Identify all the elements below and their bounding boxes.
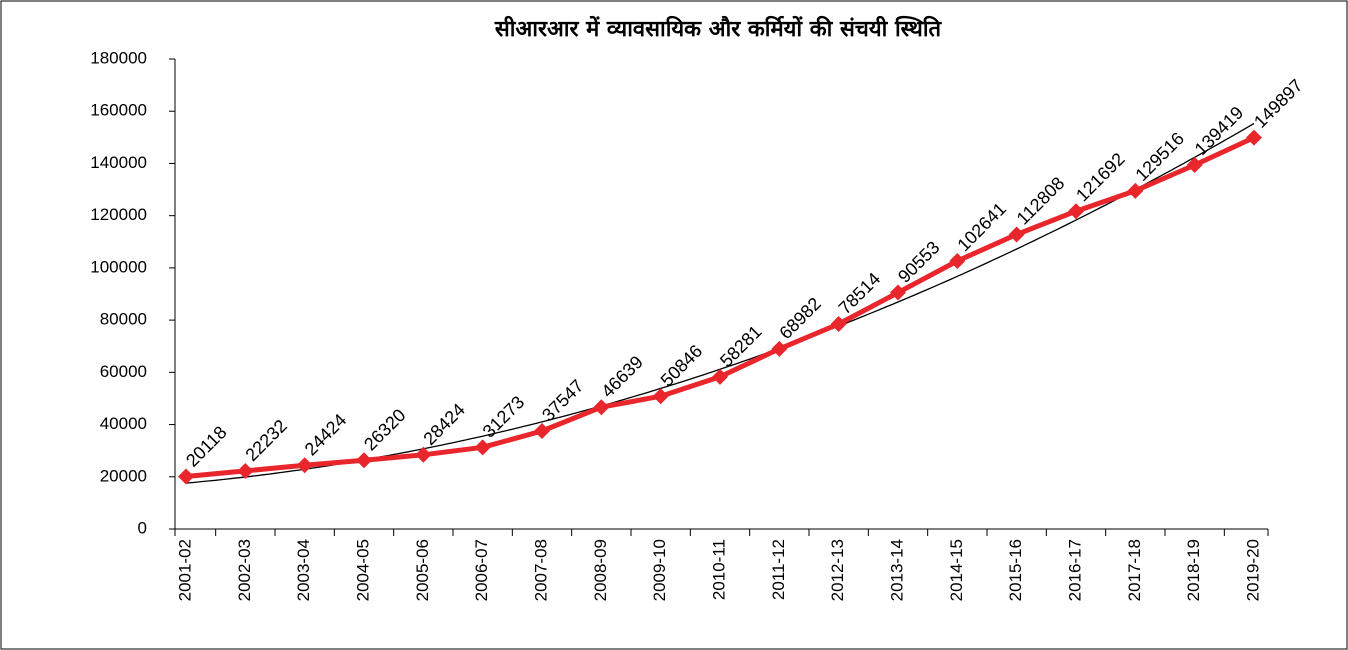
data-point [1008,226,1025,243]
data-point [178,468,194,485]
x-tick-label: 2012-13 [828,539,847,601]
data-point [474,439,491,456]
y-tick-label: 20000 [100,466,147,485]
x-tick-label: 2013-14 [887,539,906,601]
data-point [830,315,847,332]
y-tick-label: 100000 [90,257,147,276]
data-point [652,388,669,405]
data-point [237,462,254,479]
y-tick-label: 80000 [100,310,147,329]
y-tick-label: 60000 [100,362,147,381]
chart-title: सीआरआर में व्यावसायिक और कर्मियों की संच… [494,15,943,42]
y-tick-label: 40000 [100,414,147,433]
x-tick-label: 2006-07 [472,539,491,601]
data-point [1246,129,1262,146]
x-tick-label: 2008-09 [591,539,610,601]
data-point [771,340,788,357]
x-tick-label: 2009-10 [650,539,669,601]
data-point [296,457,313,474]
x-tick-label: 2001-02 [175,539,194,601]
x-tick-label: 2005-06 [413,539,432,601]
data-point [534,422,550,439]
x-tick-label: 2014-15 [947,539,966,601]
data-point [356,452,372,469]
y-tick-label: 0 [138,518,147,537]
y-tick-label: 120000 [90,205,147,224]
x-tick-label: 2019-20 [1243,539,1262,601]
data-point [593,399,610,416]
data-point [415,446,432,463]
x-tick-label: 2007-08 [531,539,550,601]
y-tick-label: 180000 [90,48,147,67]
data-point [1068,203,1084,220]
data-point [1127,182,1144,199]
y-tick-label: 140000 [90,153,147,172]
data-point [890,284,906,301]
x-tick-label: 2004-05 [353,539,372,601]
x-tick-label: 2016-17 [1065,539,1084,601]
x-tick-label: 2017-18 [1125,539,1144,601]
x-tick-label: 2018-19 [1184,539,1203,601]
x-tick-label: 2015-16 [1006,539,1025,601]
x-tick-label: 2003-04 [294,539,313,601]
data-point [949,252,966,269]
data-point [1186,156,1203,173]
x-tick-label: 2002-03 [235,539,254,601]
x-tick-label: 2010-11 [709,539,728,600]
y-tick-label: 160000 [90,101,147,120]
data-point [712,368,728,385]
x-tick-label: 2011-12 [769,539,788,600]
